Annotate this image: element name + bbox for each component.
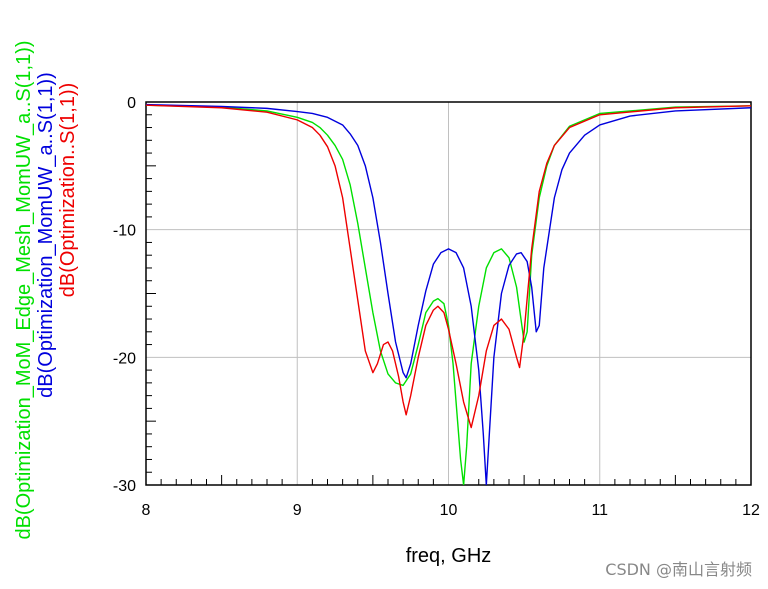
series-group	[146, 103, 751, 485]
grid-lines	[146, 102, 751, 485]
x-tick-label: 9	[293, 502, 302, 519]
x-tick-labels: 8 9 10 11 12	[142, 502, 760, 519]
y-tick-label: -30	[113, 478, 136, 495]
y-axis-title: dB(Optimization_MoM_Edge_Mesh_MomUW_a..S…	[13, 40, 79, 539]
series-line-2	[146, 103, 751, 485]
y-axis-title-line: dB(Optimization_MoM_Edge_Mesh_MomUW_a..S…	[13, 40, 35, 539]
minor-ticks	[146, 114, 737, 485]
watermark-text: CSDN @南山言射频	[605, 560, 752, 579]
series-line-1	[146, 104, 751, 485]
y-tick-label: -20	[113, 350, 136, 367]
y-axis-title-line: dB(Optimization..S(1,1))	[57, 83, 79, 298]
x-axis-title: freq, GHz	[406, 545, 492, 567]
x-tick-label: 8	[142, 502, 151, 519]
y-tick-label: -10	[113, 223, 136, 240]
x-tick-label: 12	[742, 502, 760, 519]
y-tick-labels: 0 -10 -20 -30	[113, 95, 136, 495]
x-tick-label: 10	[440, 502, 458, 519]
plot-frame	[145, 101, 752, 486]
y-axis-title-line: dB(Optimization_MomUW_a..S(1,1))	[35, 72, 57, 398]
x-tick-label: 11	[591, 502, 608, 519]
y-tick-label: 0	[127, 95, 136, 112]
series-line-3	[146, 104, 751, 429]
